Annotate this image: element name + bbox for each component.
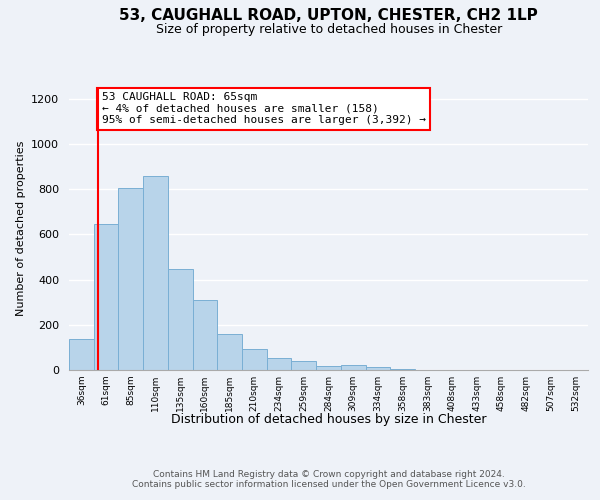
Bar: [365, 368, 390, 370]
Text: 53, CAUGHALL ROAD, UPTON, CHESTER, CH2 1LP: 53, CAUGHALL ROAD, UPTON, CHESTER, CH2 1…: [119, 8, 538, 22]
Text: Contains HM Land Registry data © Crown copyright and database right 2024.
Contai: Contains HM Land Registry data © Crown c…: [132, 470, 526, 490]
Bar: [341, 365, 365, 370]
Bar: [168, 270, 193, 370]
Bar: [242, 348, 267, 370]
Bar: [193, 300, 217, 370]
Bar: [118, 188, 143, 370]
Bar: [69, 340, 94, 370]
Bar: [390, 369, 415, 370]
Bar: [217, 334, 242, 370]
Bar: [143, 176, 168, 370]
Bar: [94, 224, 118, 370]
Bar: [267, 358, 292, 370]
Bar: [316, 366, 341, 370]
Text: Size of property relative to detached houses in Chester: Size of property relative to detached ho…: [155, 24, 502, 36]
Bar: [292, 360, 316, 370]
Y-axis label: Number of detached properties: Number of detached properties: [16, 141, 26, 316]
Text: 53 CAUGHALL ROAD: 65sqm
← 4% of detached houses are smaller (158)
95% of semi-de: 53 CAUGHALL ROAD: 65sqm ← 4% of detached…: [101, 92, 425, 125]
Text: Distribution of detached houses by size in Chester: Distribution of detached houses by size …: [171, 412, 487, 426]
